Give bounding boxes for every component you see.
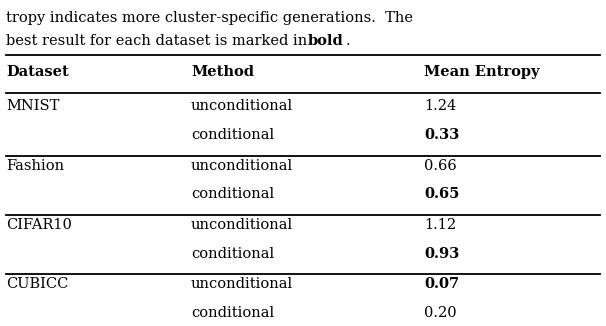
Text: conditional: conditional <box>191 128 274 142</box>
Text: 1.12: 1.12 <box>424 218 456 232</box>
Text: unconditional: unconditional <box>191 99 293 113</box>
Text: 0.20: 0.20 <box>424 306 457 320</box>
Text: Method: Method <box>191 65 254 79</box>
Text: Mean Entropy: Mean Entropy <box>424 65 540 79</box>
Text: conditional: conditional <box>191 306 274 320</box>
Text: 0.66: 0.66 <box>424 159 457 173</box>
Text: conditional: conditional <box>191 187 274 201</box>
Text: .: . <box>346 34 351 48</box>
Text: 1.24: 1.24 <box>424 99 456 113</box>
Text: CUBICC: CUBICC <box>6 277 68 291</box>
Text: unconditional: unconditional <box>191 159 293 173</box>
Text: MNIST: MNIST <box>6 99 59 113</box>
Text: Dataset: Dataset <box>6 65 69 79</box>
Text: unconditional: unconditional <box>191 218 293 232</box>
Text: 0.33: 0.33 <box>424 128 459 142</box>
Text: unconditional: unconditional <box>191 277 293 291</box>
Text: best result for each dataset is marked in: best result for each dataset is marked i… <box>6 34 312 48</box>
Text: 0.65: 0.65 <box>424 187 459 201</box>
Text: bold: bold <box>308 34 344 48</box>
Text: tropy indicates more cluster-specific generations.  The: tropy indicates more cluster-specific ge… <box>6 11 413 25</box>
Text: conditional: conditional <box>191 247 274 261</box>
Text: CIFAR10: CIFAR10 <box>6 218 72 232</box>
Text: 0.07: 0.07 <box>424 277 459 291</box>
Text: Fashion: Fashion <box>6 159 64 173</box>
Text: 0.93: 0.93 <box>424 247 459 261</box>
